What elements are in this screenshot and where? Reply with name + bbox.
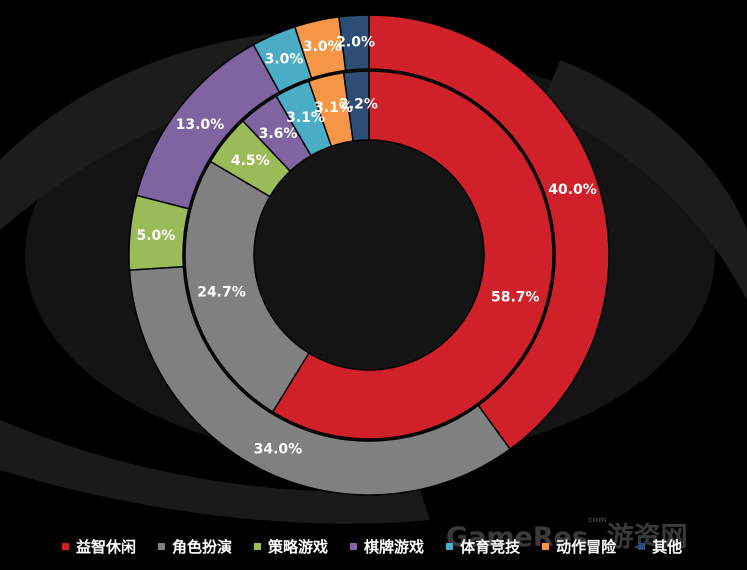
outer-slice-6 bbox=[338, 14, 370, 72]
legend-item-1: 角色扮演 bbox=[158, 536, 232, 557]
inner-label-2: 4.5% bbox=[231, 153, 270, 169]
legend-item-0: 益智休闲 bbox=[62, 536, 136, 557]
chart-legend: 益智休闲 角色扮演 策略游戏 棋牌游戏 体育竞技 动作冒险 其他 bbox=[62, 536, 704, 557]
watermark-cn: 游资网 bbox=[606, 522, 688, 553]
legend-label-6: 其他 bbox=[652, 538, 683, 556]
legend-item-6: 其他 bbox=[638, 536, 682, 557]
outer-label-4: 3.0% bbox=[265, 52, 304, 68]
inner-label-6: 2.2% bbox=[339, 96, 378, 112]
inner-label-5: 3.1% bbox=[314, 100, 353, 116]
inner-slice-6 bbox=[342, 70, 370, 142]
watermark: GameRescom游资网 bbox=[446, 515, 688, 554]
outer-label-5: 3.0% bbox=[303, 39, 342, 55]
outer-label-6: 2.0% bbox=[336, 34, 375, 50]
legend-swatch-5 bbox=[542, 543, 550, 550]
outer-label-2: 5.0% bbox=[136, 228, 175, 244]
legend-swatch-2 bbox=[254, 543, 262, 550]
legend-item-2: 策略游戏 bbox=[254, 536, 328, 557]
inner-slice-0 bbox=[271, 70, 554, 440]
legend-label-3: 棋牌游戏 bbox=[364, 538, 425, 556]
outer-slice-1 bbox=[128, 265, 512, 496]
legend-item-3: 棋牌游戏 bbox=[350, 536, 424, 557]
watermark-small: com bbox=[588, 515, 607, 524]
inner-label-3: 3.6% bbox=[259, 126, 298, 142]
outer-label-0: 40.0% bbox=[548, 182, 597, 198]
legend-swatch-1 bbox=[158, 543, 166, 550]
outer-label-3: 13.0% bbox=[176, 117, 225, 133]
legend-swatch-4 bbox=[446, 543, 454, 550]
outer-label-1: 34.0% bbox=[254, 442, 303, 458]
legend-label-2: 策略游戏 bbox=[268, 538, 329, 556]
legend-label-4: 体育竞技 bbox=[460, 538, 521, 556]
inner-slice-1 bbox=[184, 160, 310, 413]
legend-item-4: 体育竞技 bbox=[446, 536, 520, 557]
inner-label-1: 24.7% bbox=[197, 285, 246, 301]
outer-slice-0 bbox=[368, 14, 610, 451]
watermark-text: GameRes bbox=[446, 522, 589, 553]
legend-swatch-3 bbox=[350, 543, 358, 550]
legend-swatch-6 bbox=[638, 543, 646, 550]
legend-swatch-0 bbox=[62, 543, 69, 550]
legend-item-5: 动作冒险 bbox=[542, 536, 616, 557]
legend-label-0: 益智休闲 bbox=[76, 538, 137, 556]
legend-label-5: 动作冒险 bbox=[556, 538, 617, 556]
inner-label-0: 58.7% bbox=[491, 289, 540, 305]
legend-label-1: 角色扮演 bbox=[172, 538, 233, 556]
inner-label-4: 3.1% bbox=[286, 110, 325, 126]
